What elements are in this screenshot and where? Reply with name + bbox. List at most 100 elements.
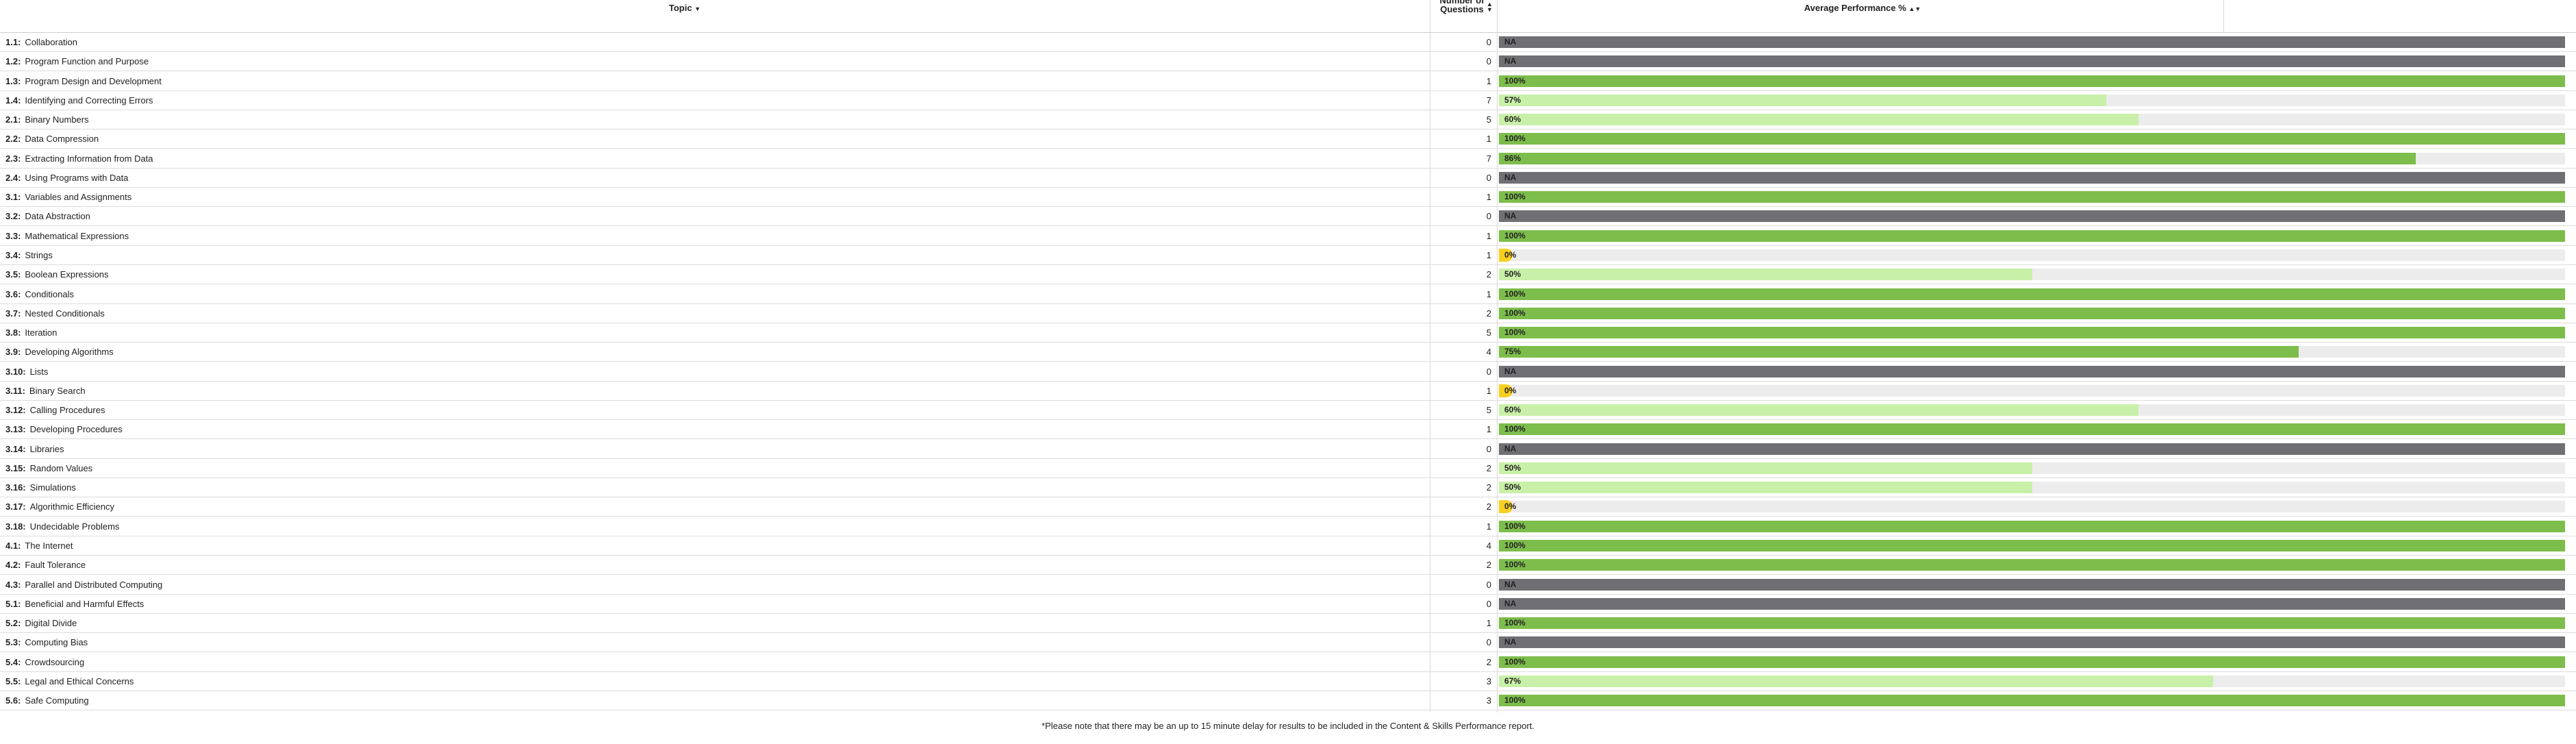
performance-label: 0% [1504, 249, 1517, 260]
topic-cell: 2.1: Binary Numbers [5, 110, 89, 129]
topic-code: 3.7: [5, 308, 21, 319]
topic-code: 3.9: [5, 347, 21, 358]
table-row: 3.4: Strings 1 0% [0, 246, 2576, 265]
table-row: 2.3: Extracting Information from Data 7 86% [0, 149, 2576, 169]
topic-name: Program Design and Development [25, 75, 162, 86]
topic-name: Lists [29, 366, 49, 377]
question-count: 2 [1486, 462, 1491, 473]
performance-bar [1499, 307, 2565, 319]
performance-label: 100% [1504, 560, 1526, 570]
topic-code: 3.11: [5, 385, 25, 396]
performance-label: 60% [1504, 405, 1521, 415]
performance-bar [1499, 617, 2565, 630]
topic-name: Binary Search [29, 385, 86, 396]
performance-label: NA [1504, 37, 1517, 47]
topic-code: 4.2: [5, 560, 21, 571]
topic-name: Legal and Ethical Concerns [25, 675, 134, 686]
question-count: 0 [1486, 598, 1491, 609]
topic-name: Identifying and Correcting Errors [25, 95, 153, 106]
topic-name: Binary Numbers [25, 114, 89, 125]
question-count: 2 [1486, 308, 1491, 319]
topic-cell: 2.4: Using Programs with Data [5, 169, 128, 187]
topic-name: Safe Computing [25, 695, 89, 706]
zero-marker [1499, 384, 1513, 397]
performance-label: 100% [1504, 541, 1526, 551]
topic-code: 3.8: [5, 327, 21, 338]
topic-cell: 3.8: Iteration [5, 323, 57, 342]
bar-track [1499, 501, 2565, 513]
topic-cell: 3.10: Lists [5, 362, 48, 381]
topic-header[interactable]: Topic ▼ [668, 3, 701, 13]
performance-label: NA [1504, 172, 1517, 182]
topic-cell: 1.2: Program Function and Purpose [5, 52, 149, 71]
questions-header[interactable]: Number of Questions [1437, 0, 1487, 14]
bar-track [1499, 384, 2565, 397]
topic-name: Strings [25, 249, 53, 260]
topic-code: 5.5: [5, 675, 21, 686]
performance-bar [1499, 520, 2565, 532]
performance-label: 100% [1504, 134, 1526, 144]
table-row: 3.2: Data Abstraction 0 NA [0, 207, 2576, 227]
table-row: 3.14: Libraries 0 NA [0, 440, 2576, 459]
header-rule [0, 32, 2576, 33]
question-count: 0 [1486, 37, 1491, 47]
performance-label: NA [1504, 443, 1517, 454]
zero-marker [1499, 500, 1513, 514]
performance-header[interactable]: Average Performance % ▲▼ [1804, 3, 1921, 13]
question-count: 4 [1486, 541, 1491, 551]
performance-label: 100% [1504, 656, 1526, 667]
header-text: Number of Questions [1439, 0, 1485, 14]
topic-cell: 5.5: Legal and Ethical Concerns [5, 672, 134, 691]
topic-cell: 3.12: Calling Procedures [5, 401, 105, 419]
performance-label: 57% [1504, 95, 1521, 105]
topic-name: Fault Tolerance [25, 560, 86, 571]
topic-code: 3.16: [5, 482, 26, 493]
na-bar [1499, 36, 2565, 48]
topic-code: 3.18: [5, 521, 26, 532]
topic-cell: 5.2: Digital Divide [5, 614, 77, 632]
question-count: 5 [1486, 405, 1491, 416]
topic-code: 3.14: [5, 443, 26, 454]
na-bar [1499, 365, 2565, 377]
performance-bar [1499, 114, 2139, 126]
performance-bar [1499, 695, 2565, 707]
performance-bar [1499, 404, 2139, 417]
performance-label: 0% [1504, 385, 1517, 395]
question-count: 3 [1486, 695, 1491, 706]
table-row: 3.5: Boolean Expressions 2 50% [0, 265, 2576, 285]
performance-label: 0% [1504, 501, 1517, 512]
question-count: 0 [1486, 579, 1491, 590]
performance-label: NA [1504, 579, 1517, 589]
table-row: 3.7: Nested Conditionals 2 100% [0, 304, 2576, 323]
topic-code: 3.17: [5, 501, 26, 512]
performance-label: 50% [1504, 482, 1521, 493]
table-row: 4.2: Fault Tolerance 2 100% [0, 556, 2576, 575]
topic-cell: 3.18: Undecidable Problems [5, 517, 119, 536]
performance-bar [1499, 191, 2565, 203]
performance-bar [1499, 152, 2416, 164]
zero-marker [1499, 248, 1513, 262]
topic-code: 3.2: [5, 211, 21, 222]
table-row: 3.10: Lists 0 NA [0, 362, 2576, 382]
bar-track [1499, 249, 2565, 261]
table-row: 5.5: Legal and Ethical Concerns 3 67% [0, 672, 2576, 691]
performance-bar [1499, 423, 2565, 436]
table-row: 2.4: Using Programs with Data 0 NA [0, 169, 2576, 188]
question-count: 1 [1486, 230, 1491, 241]
performance-bar [1499, 656, 2565, 668]
topic-code: 5.2: [5, 618, 21, 629]
table-row: 3.12: Calling Procedures 5 60% [0, 401, 2576, 421]
question-count: 7 [1486, 95, 1491, 106]
performance-bar [1499, 94, 2107, 106]
table-row: 3.17: Algorithmic Efficiency 2 0% [0, 497, 2576, 517]
sort-icon[interactable]: ▲ ▼ [1487, 1, 1493, 13]
performance-bar [1499, 559, 2565, 571]
topic-name: Simulations [29, 482, 76, 493]
topic-code: 5.4: [5, 656, 21, 667]
table-row: 3.6: Conditionals 1 100% [0, 285, 2576, 304]
table-row: 3.3: Mathematical Expressions 1 100% [0, 227, 2576, 246]
question-count: 5 [1486, 114, 1491, 125]
column-divider [1497, 0, 1498, 712]
topic-name: Developing Procedures [29, 424, 123, 435]
